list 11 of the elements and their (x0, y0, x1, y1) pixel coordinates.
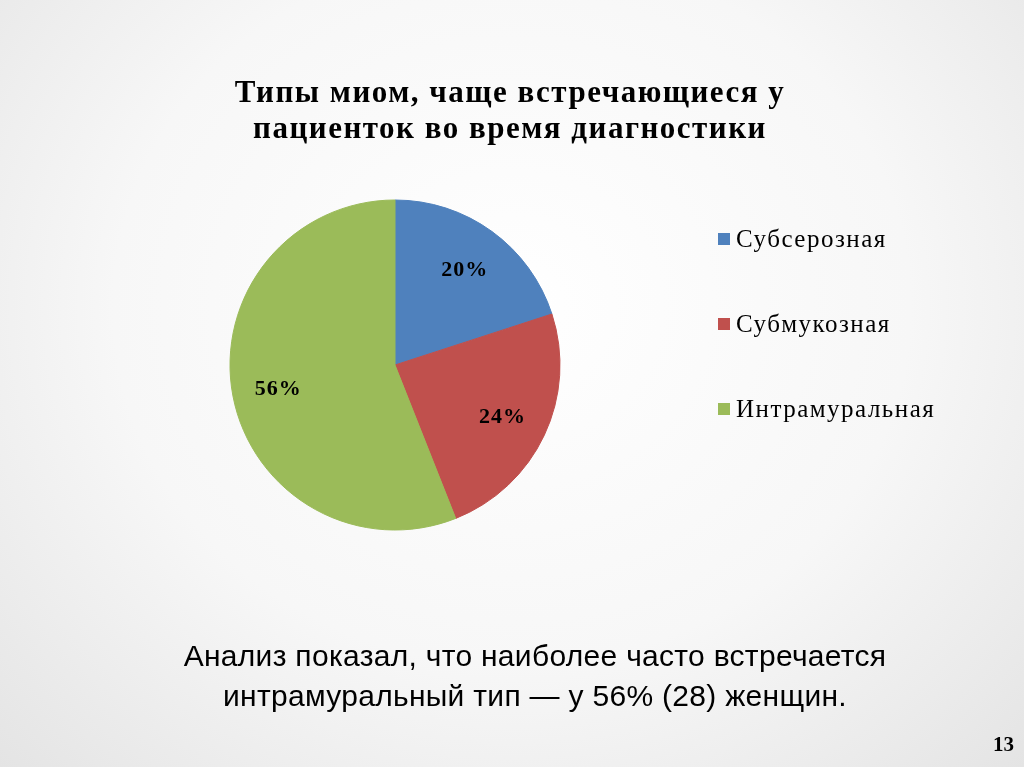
data-label: 56% (254, 374, 302, 400)
legend-label: Субсерозная (736, 225, 887, 253)
text: Анализ показал, что наиболее часто встречается интрамуральный тип — у 56% (28) женщин. (182, 638, 888, 714)
chart-title: Типы миом, чаще встречающиеся у пациенток во время диагностики (233, 74, 787, 146)
data-label: 24% (478, 403, 526, 429)
text: 13 (993, 732, 1014, 757)
pie-slice (394, 199, 553, 366)
legend-label: Интрамуральная (736, 395, 936, 423)
pie-slice (394, 313, 561, 519)
data-label: 20% (441, 256, 489, 282)
legend-label: Субмукозная (736, 310, 891, 338)
